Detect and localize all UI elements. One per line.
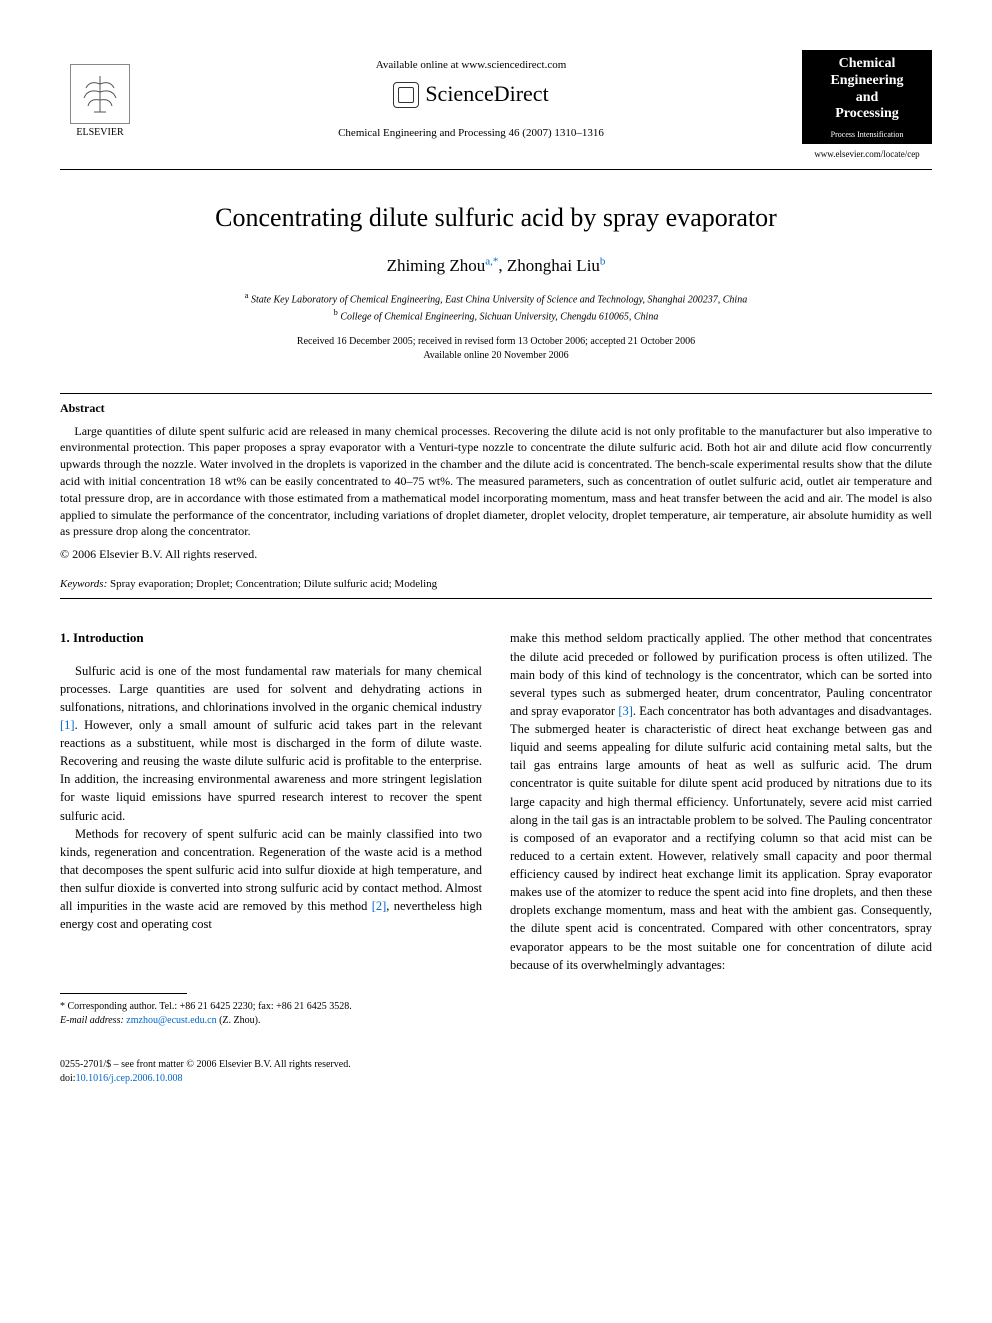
journal-box-line2: Engineering <box>806 73 928 90</box>
citation-2[interactable]: [2] <box>372 899 387 913</box>
footnote-corr: * Corresponding author. Tel.: +86 21 642… <box>60 1000 482 1014</box>
header-center: Available online at www.sciencedirect.co… <box>140 50 802 142</box>
journal-cover-box: Chemical Engineering and Processing Proc… <box>802 50 932 161</box>
abstract-copyright: © 2006 Elsevier B.V. All rights reserved… <box>60 546 932 563</box>
abstract-heading: Abstract <box>60 400 932 417</box>
footnote-email[interactable]: zmzhou@ecust.edu.cn <box>126 1015 216 1026</box>
journal-reference: Chemical Engineering and Processing 46 (… <box>140 126 802 141</box>
journal-url: www.elsevier.com/locate/cep <box>802 148 932 161</box>
journal-box-line1: Chemical <box>806 56 928 73</box>
article-title: Concentrating dilute sulfuric acid by sp… <box>60 200 932 236</box>
affil-a-text: State Key Laboratory of Chemical Enginee… <box>248 294 747 305</box>
author-2-sup: b <box>600 256 606 268</box>
affiliations: a State Key Laboratory of Chemical Engin… <box>60 290 932 325</box>
left-column: 1. Introduction Sulfuric acid is one of … <box>60 629 482 1028</box>
abstract-body: Large quantities of dilute spent sulfuri… <box>60 424 932 539</box>
intro-p1-b: . However, only a small amount of sulfur… <box>60 718 482 823</box>
affiliation-a: a State Key Laboratory of Chemical Engin… <box>60 290 932 307</box>
elsevier-logo: ELSEVIER <box>60 50 140 140</box>
keywords-text: Spray evaporation; Droplet; Concentratio… <box>110 578 437 590</box>
elsevier-tree-icon <box>70 64 130 124</box>
available-online-text: Available online at www.sciencedirect.co… <box>140 58 802 73</box>
journal-box-line4: Processing <box>806 106 928 123</box>
intro-para-1: Sulfuric acid is one of the most fundame… <box>60 662 482 825</box>
intro-p1-a: Sulfuric acid is one of the most fundame… <box>60 664 482 714</box>
keywords-line: Keywords: Spray evaporation; Droplet; Co… <box>60 577 932 592</box>
page-header: ELSEVIER Available online at www.science… <box>60 50 932 161</box>
intro-para-2-cont: make this method seldom practically appl… <box>510 629 932 973</box>
intro-col2-b: . Each concentrator has both advantages … <box>510 704 932 972</box>
elsevier-label: ELSEVIER <box>76 126 123 140</box>
sciencedirect-logo: ScienceDirect <box>393 79 548 110</box>
citation-3[interactable]: [3] <box>618 704 633 718</box>
authors-line: Zhiming Zhoua,*, Zhonghai Liub <box>60 254 932 278</box>
corresponding-footnote: * Corresponding author. Tel.: +86 21 642… <box>60 1000 482 1028</box>
citation-1[interactable]: [1] <box>60 718 75 732</box>
article-dates: Received 16 December 2005; received in r… <box>60 335 932 363</box>
footnote-email-line: E-mail address: zmzhou@ecust.edu.cn (Z. … <box>60 1014 482 1028</box>
footnote-email-tail: (Z. Zhou). <box>217 1015 261 1026</box>
page-footer: 0255-2701/$ – see front matter © 2006 El… <box>60 1058 932 1086</box>
journal-title-box: Chemical Engineering and Processing <box>802 50 932 129</box>
keywords-label: Keywords: <box>60 578 110 590</box>
dates-line1: Received 16 December 2005; received in r… <box>60 335 932 349</box>
author-1-star: * <box>493 256 499 268</box>
right-column: make this method seldom practically appl… <box>510 629 932 1028</box>
abstract-top-rule <box>60 393 932 394</box>
sciencedirect-text: ScienceDirect <box>425 79 548 110</box>
sciencedirect-icon <box>393 82 419 108</box>
author-1-sup: a, <box>485 256 493 268</box>
header-rule <box>60 169 932 170</box>
affiliation-b: b College of Chemical Engineering, Sichu… <box>60 307 932 324</box>
abstract-text: Large quantities of dilute spent sulfuri… <box>60 423 932 541</box>
affil-b-text: College of Chemical Engineering, Sichuan… <box>338 312 659 323</box>
footer-line1: 0255-2701/$ – see front matter © 2006 El… <box>60 1058 932 1072</box>
journal-box-line3: and <box>806 90 928 107</box>
author-2: Zhonghai Liu <box>507 256 600 275</box>
footnote-rule <box>60 993 187 994</box>
footnote-email-label: E-mail address: <box>60 1015 126 1026</box>
journal-box-subtitle: Process Intensification <box>802 129 932 144</box>
author-1: Zhiming Zhou <box>387 256 486 275</box>
dates-line2: Available online 20 November 2006 <box>60 349 932 363</box>
intro-heading: 1. Introduction <box>60 629 482 647</box>
body-columns: 1. Introduction Sulfuric acid is one of … <box>60 629 932 1028</box>
doi-link[interactable]: 10.1016/j.cep.2006.10.008 <box>76 1073 183 1084</box>
intro-para-2: Methods for recovery of spent sulfuric a… <box>60 825 482 934</box>
doi-label: doi: <box>60 1073 76 1084</box>
abstract-bottom-rule <box>60 598 932 599</box>
footer-doi-line: doi:10.1016/j.cep.2006.10.008 <box>60 1072 932 1086</box>
